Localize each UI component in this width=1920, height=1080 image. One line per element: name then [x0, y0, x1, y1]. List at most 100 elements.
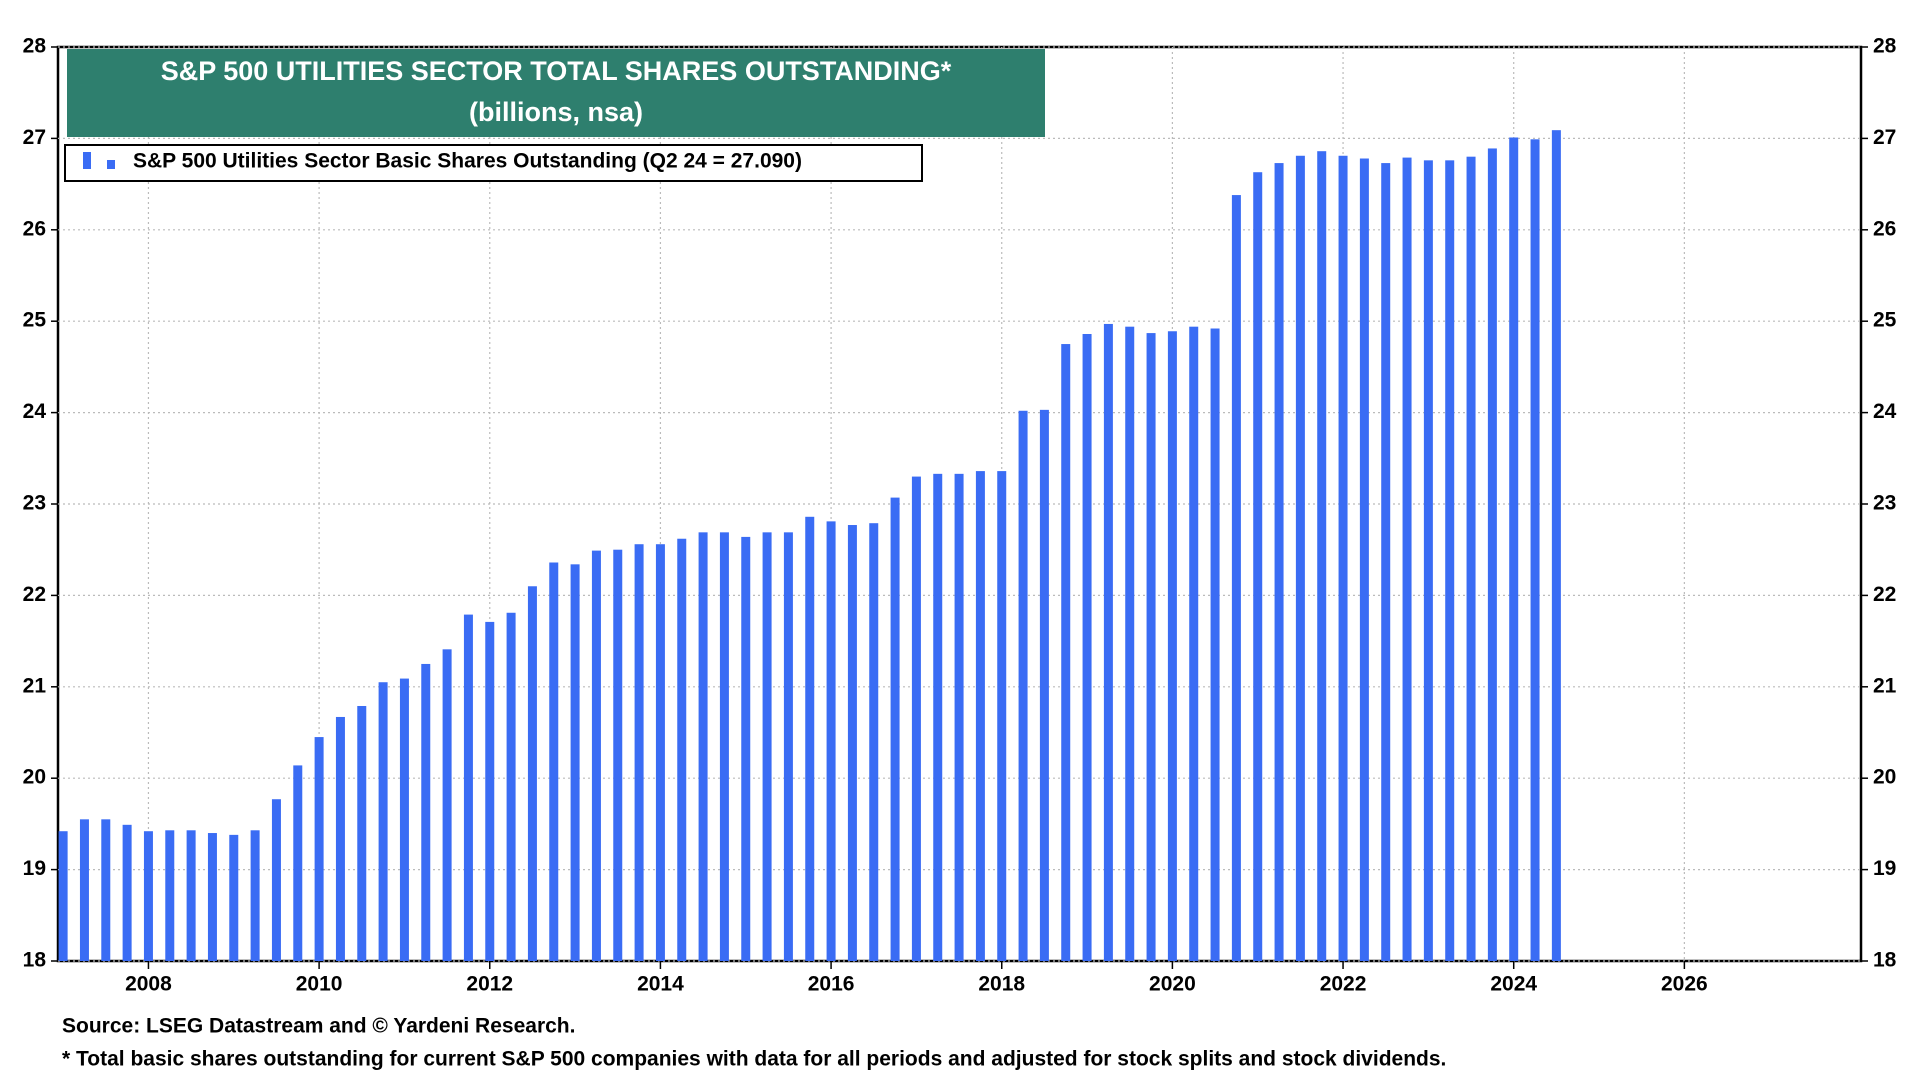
bar: [442, 649, 452, 961]
x-tick-label: 2026: [1661, 973, 1708, 996]
y-tick-label: 22: [23, 583, 46, 606]
legend-label: S&P 500 Utilities Sector Basic Shares Ou…: [133, 150, 802, 173]
bar: [506, 612, 516, 961]
bar: [975, 471, 985, 961]
chart-title: S&P 500 UTILITIES SECTOR TOTAL SHARES OU…: [161, 56, 952, 86]
x-tick-label: 2012: [466, 973, 513, 996]
y2-tick-label: 27: [1873, 126, 1896, 149]
bar: [293, 765, 303, 961]
legend-swatch: [107, 160, 115, 169]
bar: [1317, 151, 1327, 962]
bar: [485, 621, 495, 961]
bar: [1445, 160, 1455, 961]
x-tick-label: 2016: [808, 973, 855, 996]
bar: [1253, 172, 1263, 961]
bar: [186, 830, 196, 961]
bar: [997, 471, 1007, 961]
bar: [271, 799, 281, 961]
y-tick-label: 23: [23, 492, 46, 515]
x-tick-label: 2010: [296, 973, 343, 996]
bar: [890, 497, 900, 961]
x-tick-label: 2024: [1490, 973, 1537, 996]
x-tick-label: 2014: [637, 973, 684, 996]
bar: [613, 549, 623, 961]
bar: [1466, 156, 1476, 961]
bar: [719, 532, 729, 961]
y2-tick-label: 19: [1873, 857, 1896, 880]
y2-tick-label: 23: [1873, 492, 1896, 515]
bar: [463, 614, 473, 961]
bar: [1530, 139, 1540, 962]
bar: [1231, 195, 1241, 961]
y2-tick-label: 26: [1873, 217, 1896, 240]
bar: [1295, 155, 1305, 962]
bar: [378, 682, 388, 961]
bar: [1509, 137, 1519, 962]
bar: [1103, 323, 1113, 961]
footnote: * Total basic shares outstanding for cur…: [62, 1048, 1446, 1071]
bar: [1146, 333, 1156, 961]
bar: [1189, 326, 1199, 962]
y-tick-label: 27: [23, 126, 46, 149]
bar: [698, 532, 708, 961]
y2-tick-label: 28: [1873, 35, 1897, 58]
bar: [911, 476, 921, 961]
bar: [677, 538, 687, 961]
bar: [655, 544, 665, 961]
bar: [1210, 328, 1220, 962]
title-box: [67, 49, 1045, 137]
bar: [143, 831, 153, 961]
bar: [783, 532, 793, 961]
bar: [1338, 155, 1348, 962]
bar: [805, 516, 815, 961]
bar: [847, 525, 857, 961]
bar: [421, 663, 431, 961]
bar: [79, 819, 89, 961]
legend-box: [64, 144, 923, 182]
bar: [762, 532, 772, 961]
bar: [1125, 326, 1135, 962]
y-tick-label: 20: [23, 766, 46, 789]
bar: [1402, 157, 1412, 961]
y2-tick-label: 20: [1873, 766, 1896, 789]
y2-tick-label: 18: [1873, 949, 1897, 972]
x-tick-label: 2020: [1149, 973, 1196, 996]
bar: [58, 831, 68, 961]
y-tick-label: 21: [23, 674, 47, 697]
bar: [1082, 333, 1092, 962]
bar: [1551, 130, 1561, 961]
bar: [250, 830, 260, 961]
bar: [1381, 163, 1391, 961]
bar: [869, 523, 879, 961]
bar: [954, 473, 964, 961]
bar: [1018, 410, 1028, 962]
bar: [570, 564, 580, 961]
bar: [591, 550, 601, 961]
y2-tick-label: 21: [1873, 674, 1897, 697]
bar: [1167, 331, 1177, 961]
y2-tick-label: 25: [1873, 309, 1897, 332]
bar: [229, 834, 239, 961]
y2-tick-label: 24: [1873, 400, 1897, 423]
bar: [741, 536, 751, 961]
bar: [122, 824, 132, 961]
bar: [101, 819, 111, 961]
bar: [549, 562, 559, 961]
bar: [1274, 163, 1284, 961]
bar: [399, 678, 409, 961]
y-tick-label: 19: [23, 857, 46, 880]
bar: [1359, 158, 1369, 961]
bar: [1487, 148, 1497, 962]
y-tick-label: 24: [23, 400, 47, 423]
x-tick-label: 2018: [978, 973, 1025, 996]
chart-subtitle: (billions, nsa): [469, 97, 643, 127]
legend-swatch: [83, 152, 91, 169]
y-tick-label: 28: [23, 35, 47, 58]
bar: [165, 830, 175, 961]
bar: [1423, 160, 1433, 961]
bar: [634, 544, 644, 961]
x-tick-label: 2008: [125, 973, 172, 996]
bar: [826, 521, 836, 961]
